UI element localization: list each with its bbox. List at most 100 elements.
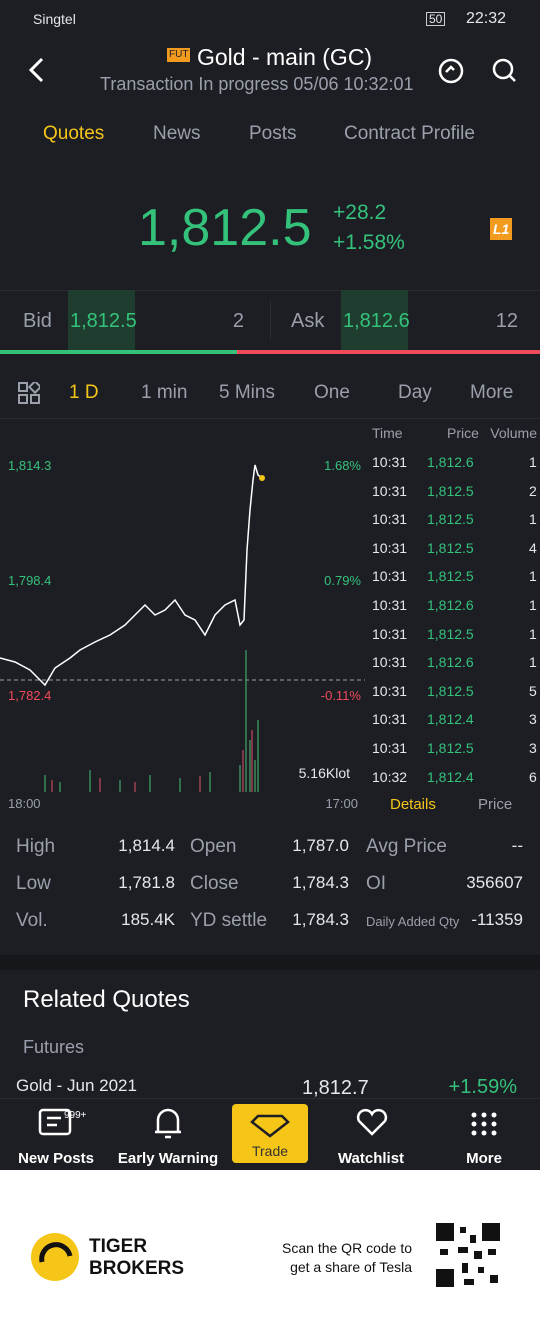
stat-label: Close — [190, 873, 239, 894]
stat-value: 1,784.3 — [292, 873, 349, 892]
tick-price: 1,812.5 — [427, 511, 474, 528]
tiger-logo — [31, 1233, 79, 1281]
chart-percent-label: 0.79% — [324, 573, 361, 588]
section-gap — [0, 955, 540, 970]
title: Gold - main (GC) — [197, 44, 373, 70]
period-tab[interactable]: 5 Mins — [219, 382, 275, 403]
trade-button[interactable] — [232, 1104, 308, 1163]
level-badge[interactable]: L1 — [490, 218, 513, 240]
brand-line: TIGER — [89, 1236, 148, 1257]
nav-item[interactable]: Early Warning — [117, 1150, 219, 1167]
related-section: Futures — [23, 1037, 85, 1057]
price-chart — [0, 464, 365, 792]
tick-volume: 1 — [529, 454, 537, 470]
volume-label: 5.16Klot — [298, 765, 350, 781]
tick-price: 1,812.4 — [427, 768, 474, 785]
price-percent: +1.58% — [333, 231, 405, 254]
tick-header: Time — [372, 425, 403, 441]
tick-time: 10:31 — [372, 454, 408, 470]
stat-value: 1,781.8 — [118, 873, 175, 892]
tick-price: 1,812.5 — [427, 482, 474, 499]
stat-label: OI — [366, 873, 387, 894]
tick-header: Price — [447, 425, 479, 441]
nav-item[interactable]: Trade — [251, 1143, 289, 1159]
tick-volume: 4 — [529, 539, 537, 556]
ask-highlight — [341, 290, 408, 350]
stat-label: Low — [16, 873, 51, 894]
layout-icon[interactable] — [18, 382, 40, 404]
chart-price-label: 1,798.4 — [8, 573, 52, 588]
tick-time: 10:31 — [372, 539, 408, 556]
nav-icons — [38, 1108, 497, 1139]
tick-price: 1,812.6 — [427, 654, 474, 671]
chart-price-label: 1,782.4 — [8, 688, 52, 703]
bid-price: 1,812.5 — [70, 310, 137, 332]
quote-tab[interactable]: News — [153, 123, 201, 144]
tick-time: 10:31 — [372, 568, 408, 585]
stat-value: 185.4K — [121, 910, 175, 929]
stat-value: 356607 — [466, 873, 523, 892]
ask-label: Ask — [291, 310, 325, 332]
period-tab[interactable]: 1 D — [69, 382, 99, 403]
tick-time: 10:31 — [372, 682, 408, 699]
period-tab[interactable]: One — [314, 382, 350, 403]
tick-time: 10:31 — [372, 482, 408, 499]
nav-item[interactable]: Watchlist — [337, 1150, 405, 1167]
bid-label: Bid — [23, 310, 52, 332]
stat-value: 1,787.0 — [292, 836, 349, 855]
period-tab[interactable]: 1 min — [141, 382, 188, 403]
stat-label: Daily Added Qty — [366, 914, 460, 929]
tick-time: 10:31 — [372, 711, 408, 728]
tick-volume: 6 — [529, 768, 537, 785]
price-change: +28.2 — [333, 201, 387, 224]
back-button[interactable] — [24, 56, 50, 84]
tick-volume: 1 — [529, 654, 537, 671]
battery: 50 — [426, 12, 446, 26]
period-tab[interactable]: More — [470, 382, 514, 403]
chart-percent-label: -0.11% — [320, 688, 361, 703]
nav-item[interactable]: New Posts — [18, 1150, 94, 1167]
divider — [0, 418, 540, 419]
quote-tab[interactable]: Quotes — [43, 123, 105, 144]
stat-value: 1,814.4 — [118, 836, 175, 855]
chart-start-time: 18:00 — [8, 796, 41, 811]
tick-price: 1,812.6 — [427, 454, 474, 470]
stat-label: High — [16, 836, 56, 857]
detail-tab[interactable]: Details — [390, 796, 436, 813]
ask-size: 12 — [495, 310, 518, 332]
chart-price-label: 1,814.3 — [8, 458, 52, 473]
tick-time: 10:31 — [372, 654, 408, 671]
stat-value: 1,784.3 — [292, 910, 349, 929]
tick-time: 10:31 — [372, 597, 408, 613]
bid-size: 2 — [232, 310, 244, 332]
detail-tab[interactable]: Price — [478, 796, 513, 813]
clock: 22:32 — [466, 10, 507, 27]
tick-price: 1,812.4 — [427, 711, 474, 728]
quote-tab[interactable]: Posts — [249, 123, 297, 144]
tick-price: 1,812.5 — [427, 568, 474, 585]
tick-volume: 1 — [529, 597, 537, 613]
related-name[interactable]: Gold - Jun 2021 — [16, 1076, 137, 1095]
stat-value: -- — [511, 836, 523, 855]
stat-label: Open — [190, 836, 237, 857]
nav-item[interactable]: More — [466, 1150, 502, 1167]
header-icons[interactable] — [436, 56, 526, 86]
related-change: +1.59% — [448, 1076, 517, 1098]
tick-price: 1,812.5 — [427, 625, 474, 642]
fut-badge: FUT — [167, 48, 191, 62]
brand-line: BROKERS — [89, 1258, 185, 1279]
ask-bar — [237, 350, 540, 354]
tick-time: 10:31 — [372, 625, 408, 642]
tick-volume: 1 — [529, 568, 537, 585]
quote-tab[interactable]: Contract Profile — [344, 123, 475, 144]
tick-volume: 1 — [529, 625, 537, 642]
bid-highlight — [68, 290, 135, 350]
tick-volume: 1 — [529, 511, 537, 528]
tick-price: 1,812.5 — [427, 682, 474, 699]
stat-label: YD settle — [190, 910, 268, 931]
tick-header: Volume — [490, 425, 537, 441]
tick-time: 10:31 — [372, 511, 408, 528]
tick-volume: 2 — [529, 482, 537, 499]
period-tab[interactable]: Day — [398, 382, 432, 403]
